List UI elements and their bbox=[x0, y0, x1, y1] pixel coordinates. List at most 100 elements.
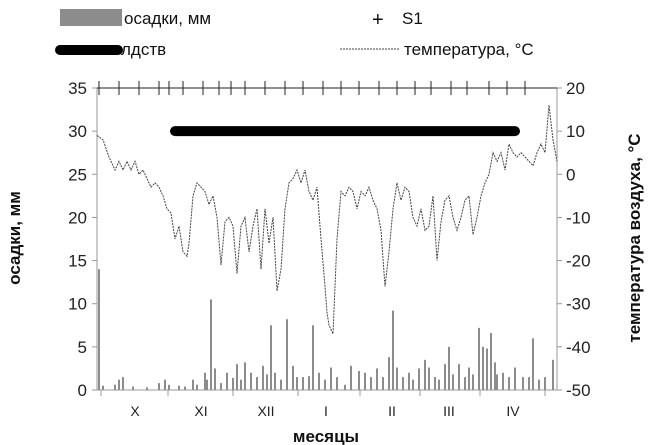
legend-ldstv-label: лдств bbox=[121, 40, 166, 59]
month-label: III bbox=[443, 403, 455, 419]
precip-bar bbox=[192, 379, 194, 390]
right-tick-label: 20 bbox=[566, 79, 585, 98]
precip-bar bbox=[424, 359, 426, 390]
right-tick-label: -50 bbox=[566, 381, 591, 400]
left-tick-label: 30 bbox=[68, 122, 87, 141]
temperature-series bbox=[96, 105, 558, 335]
precip-bar bbox=[344, 384, 346, 390]
right-tick-label: -10 bbox=[566, 208, 591, 227]
left-tick-label: 35 bbox=[68, 79, 87, 98]
month-label: I bbox=[324, 403, 328, 419]
precip-bar bbox=[270, 325, 272, 390]
precip-bar bbox=[482, 346, 484, 390]
month-label: XI bbox=[194, 403, 207, 419]
precip-bar bbox=[146, 387, 148, 390]
precip-bar bbox=[226, 372, 228, 390]
precip-bar bbox=[168, 384, 170, 390]
left-axis: 0 5 10 15 20 25 30 35 bbox=[68, 79, 557, 400]
precip-bar bbox=[514, 367, 516, 390]
precip-bar bbox=[98, 269, 100, 390]
precip-bar bbox=[358, 371, 360, 390]
precip-bar bbox=[508, 377, 510, 390]
temperature-line bbox=[96, 105, 558, 335]
month-label: XII bbox=[257, 403, 274, 419]
left-tick-label: 10 bbox=[68, 295, 87, 314]
left-tick-label: 25 bbox=[68, 165, 87, 184]
precip-bar bbox=[538, 379, 540, 390]
right-axis-title: температура воздуха, °С bbox=[625, 133, 644, 342]
precip-bar bbox=[444, 364, 446, 390]
precip-bar bbox=[408, 372, 410, 390]
month-label: IV bbox=[506, 403, 520, 419]
precip-bar bbox=[428, 367, 430, 390]
left-tick-label: 15 bbox=[68, 252, 87, 271]
precip-bar bbox=[418, 368, 420, 390]
precip-bar bbox=[490, 333, 492, 390]
precip-bar bbox=[318, 372, 320, 390]
precip-bar bbox=[458, 364, 460, 390]
precip-bar bbox=[396, 367, 398, 390]
precip-bar bbox=[350, 365, 352, 390]
precip-bar bbox=[324, 379, 326, 390]
precip-bar bbox=[544, 377, 546, 390]
precip-bar bbox=[102, 385, 104, 390]
x-axis-title: месяцы bbox=[293, 427, 359, 445]
precip-bar bbox=[232, 377, 234, 390]
precip-bar bbox=[114, 384, 116, 390]
precip-bar bbox=[158, 383, 160, 390]
precip-bar bbox=[292, 365, 294, 390]
precip-bar bbox=[452, 374, 454, 390]
precip-bar bbox=[164, 379, 166, 390]
precip-bar bbox=[308, 376, 310, 390]
precip-bar bbox=[280, 379, 282, 390]
precip-bar bbox=[364, 372, 366, 390]
precip-bar bbox=[522, 377, 524, 390]
precip-bar bbox=[382, 377, 384, 390]
left-tick-label: 5 bbox=[78, 338, 87, 357]
precip-bar bbox=[302, 377, 304, 390]
legend: осадки, мм + S1 лдств температура, °С bbox=[55, 9, 534, 59]
precip-bar bbox=[204, 372, 206, 390]
precip-bar bbox=[496, 374, 498, 390]
right-tick-label: 0 bbox=[566, 165, 575, 184]
legend-s1-marker: + bbox=[372, 9, 384, 31]
precip-bar bbox=[376, 368, 378, 390]
precip-bar bbox=[532, 338, 534, 390]
precip-bar bbox=[236, 364, 238, 390]
precip-bar bbox=[486, 348, 488, 390]
precip-bar bbox=[552, 359, 554, 390]
precip-bar bbox=[286, 319, 288, 390]
precip-bar bbox=[502, 372, 504, 390]
precip-bar bbox=[388, 357, 390, 390]
precip-bar bbox=[494, 362, 496, 390]
precip-bar bbox=[122, 377, 124, 390]
legend-precip-swatch bbox=[60, 9, 122, 26]
precip-bar bbox=[118, 379, 120, 390]
precip-bar bbox=[220, 383, 222, 390]
month-labels: X XI XII I II III IV bbox=[100, 390, 546, 419]
right-tick-label: -30 bbox=[566, 295, 591, 314]
precip-bar bbox=[266, 374, 268, 390]
precip-bar bbox=[468, 367, 470, 390]
precip-bar bbox=[210, 299, 212, 390]
precip-bar bbox=[214, 368, 216, 390]
precip-bar bbox=[528, 377, 530, 390]
right-tick-label: 10 bbox=[566, 122, 585, 141]
precip-bar bbox=[370, 377, 372, 390]
precip-bar bbox=[296, 377, 298, 390]
precip-bar bbox=[330, 367, 332, 390]
right-axis: -50 -40 -30 -20 -10 0 10 20 bbox=[556, 79, 591, 400]
month-label: II bbox=[388, 403, 396, 419]
legend-s1-label: S1 bbox=[402, 9, 423, 28]
precip-bar bbox=[274, 372, 276, 390]
precip-bar bbox=[336, 377, 338, 390]
month-label: X bbox=[130, 403, 140, 419]
precip-bar bbox=[434, 377, 436, 390]
precip-bar bbox=[312, 325, 314, 390]
precip-bar bbox=[464, 377, 466, 390]
legend-temperature-label: температура, °С bbox=[404, 40, 534, 59]
left-tick-label: 0 bbox=[78, 381, 87, 400]
left-tick-label: 20 bbox=[68, 208, 87, 227]
precip-bar bbox=[256, 377, 258, 390]
